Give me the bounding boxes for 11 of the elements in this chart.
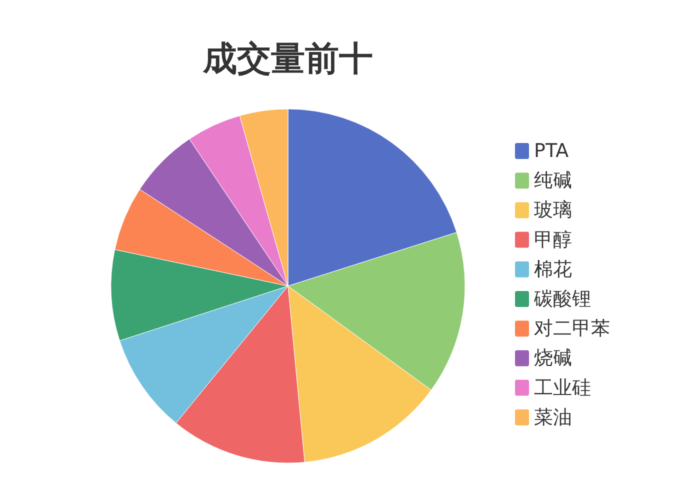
legend-label: 菜油 — [534, 406, 572, 428]
chart-title: 成交量前十 — [202, 39, 373, 79]
legend-label: 纯碱 — [534, 170, 572, 192]
legend-label: 烧碱 — [534, 347, 572, 370]
legend-label: 碳酸锂 — [533, 288, 591, 310]
legend-label: 棉花 — [534, 258, 572, 280]
legend-label: 工业硅 — [534, 376, 591, 399]
legend-label: PTA — [534, 140, 569, 162]
legend-label: 对二甲苯 — [534, 318, 610, 340]
legend-label: 甲醇 — [534, 228, 572, 251]
legend-label: 玻璃 — [534, 199, 572, 222]
